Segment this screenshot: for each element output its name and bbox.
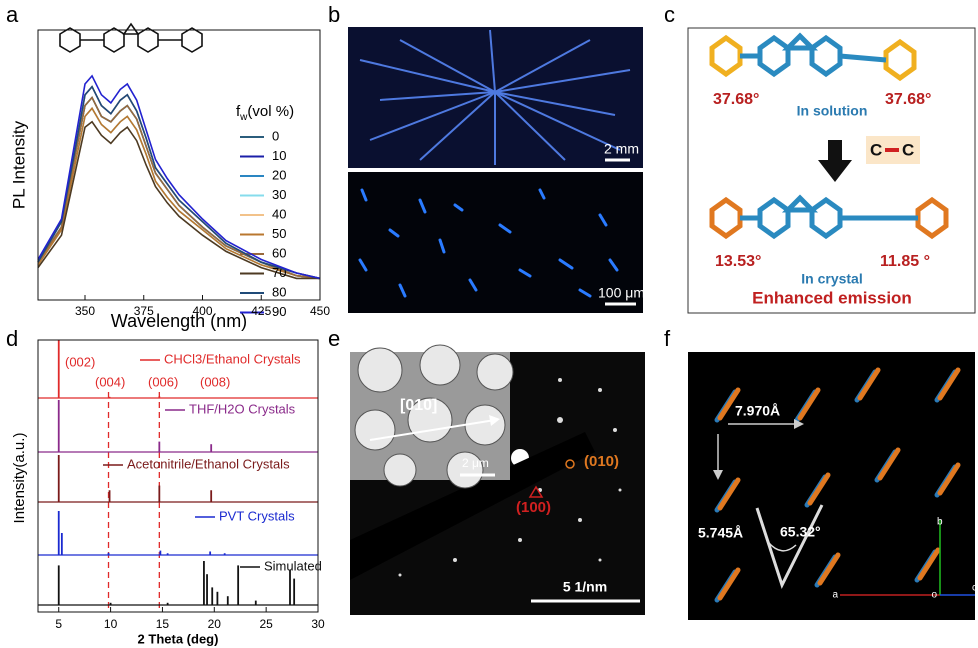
scale-label: 5 1/nm (563, 579, 607, 595)
x-tick-label: 25 (259, 617, 273, 631)
state-label: In crystal (801, 271, 862, 287)
x-tick-label: 5 (55, 617, 62, 631)
panel-label: b (328, 2, 340, 27)
legend-label: 60 (272, 245, 286, 260)
panel-label: f (664, 326, 671, 351)
axis-label: a (832, 590, 838, 601)
angle-label: 65.32° (780, 524, 821, 540)
bond-label: C (870, 140, 882, 159)
panel-label: c (664, 2, 675, 27)
conformation-diagram: 37.68° 37.68° In solution C C 13.53° 11.… (688, 28, 975, 313)
scale-label: 2 mm (604, 141, 639, 157)
peak-annotation: (006) (148, 374, 178, 389)
distance-label: 7.970Å (735, 403, 780, 419)
legend-label: 50 (272, 226, 286, 241)
figure: a b c d e f 2 mm (0, 0, 978, 648)
legend-label: 90 (272, 304, 286, 319)
x-axis-label: 2 Theta (deg) (138, 631, 219, 646)
peak-annotation: (002) (65, 354, 95, 369)
panel-label: e (328, 326, 340, 351)
x-tick-label: 425 (251, 304, 271, 318)
diffraction-image: [010] 2 μm (010) (100) 5 1/nm (350, 345, 645, 615)
legend-label: PVT Crystals (219, 508, 295, 523)
axis-label: c (972, 583, 977, 594)
spot-label: (100) (516, 499, 551, 516)
legend-label: 10 (272, 148, 286, 163)
peak-annotation: (008) (200, 374, 230, 389)
angle-label: 37.68° (713, 91, 759, 108)
angle-label: 11.85 ° (880, 253, 930, 270)
legend-label: THF/H2O Crystals (189, 401, 296, 416)
x-axis-label: Wavelength (nm) (111, 311, 247, 331)
micrograph-bottom: 100 μm (348, 172, 645, 313)
spot-label: (010) (584, 453, 619, 470)
x-tick-label: 15 (156, 617, 170, 631)
x-tick-label: 10 (104, 617, 118, 631)
packing-diagram: 7.970Å 5.745Å 65.32° b a o c (688, 352, 977, 620)
scale-label: 100 μm (598, 285, 645, 301)
legend-label: Simulated (264, 558, 322, 573)
legend-title: fw(vol %) (236, 103, 294, 123)
distance-label: 5.745Å (698, 525, 743, 541)
axis-label: o (931, 590, 937, 601)
panel-label: a (6, 2, 19, 27)
x-tick-label: 350 (75, 304, 95, 318)
legend-label: 0 (272, 128, 279, 143)
bond-label: C (902, 140, 914, 159)
direction-label: [010] (400, 397, 437, 414)
result-label: Enhanced emission (752, 288, 912, 307)
panel-label: d (6, 326, 18, 351)
state-label: In solution (797, 103, 868, 119)
legend-label: CHCl3/Ethanol Crystals (164, 351, 301, 366)
legend-label: 80 (272, 284, 286, 299)
x-tick-label: 20 (208, 617, 222, 631)
angle-label: 37.68° (885, 91, 931, 108)
scale-label: 2 μm (462, 456, 489, 470)
legend-label: 40 (272, 206, 286, 221)
x-tick-label: 450 (310, 304, 330, 318)
legend-label: 20 (272, 167, 286, 182)
legend-label: 30 (272, 187, 286, 202)
legend-label: Acetonitrile/Ethanol Crystals (127, 456, 290, 471)
micrograph-top: 2 mm (348, 27, 643, 168)
molecule-inset (60, 24, 202, 52)
y-axis-label: PL Intensity (9, 120, 28, 209)
angle-label: 13.53° (715, 253, 761, 270)
y-axis-label: Intensity(a.u.) (11, 433, 28, 524)
axis-label: b (937, 517, 943, 528)
peak-annotation: (004) (95, 374, 125, 389)
legend-title-part: (vol %) (247, 103, 294, 120)
x-tick-label: 30 (311, 617, 325, 631)
